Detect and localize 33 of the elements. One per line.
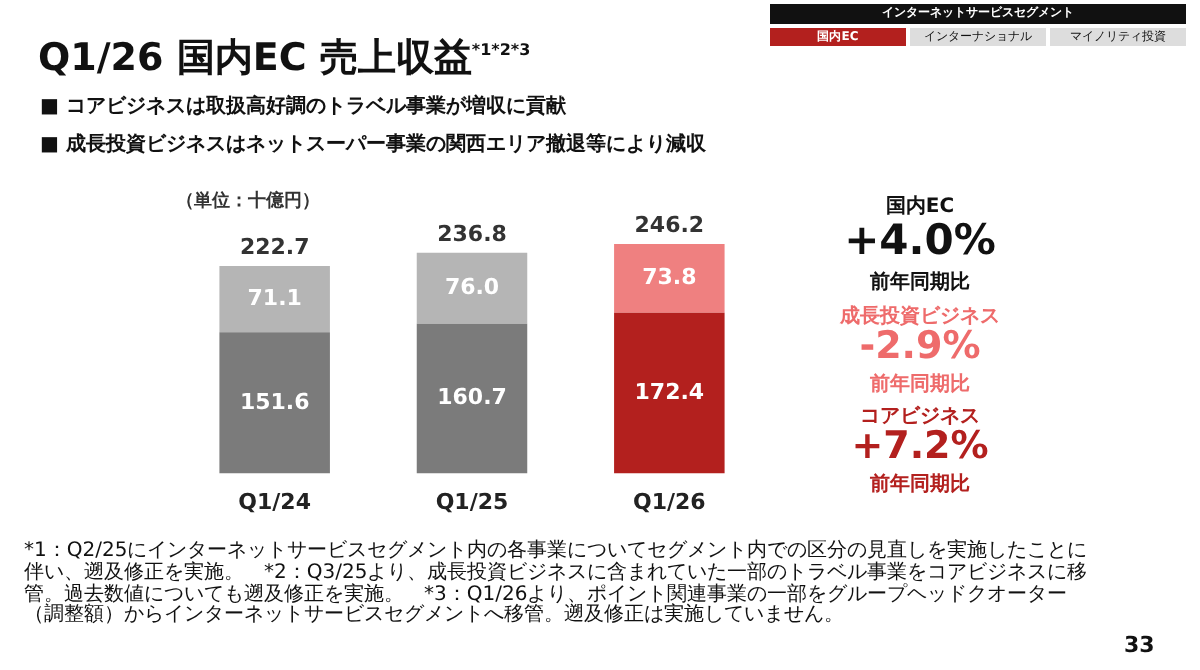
text: 前年同期比 <box>868 471 972 498</box>
total-label: 246.2 <box>634 211 705 238</box>
text: +4.0% <box>842 216 998 264</box>
text: -2.9% <box>859 324 983 368</box>
data-label: 160.7 <box>437 384 507 411</box>
data-label: 76.0 <box>444 274 500 301</box>
text: ■ 成長投資ビジネスはネットスーパー事業の関西エリア撤退等により減収 <box>40 131 706 158</box>
total-label: 222.7 <box>239 233 310 260</box>
data-label: 71.1 <box>247 284 302 311</box>
bar <box>614 312 725 474</box>
text: コアビジネス <box>858 403 982 429</box>
x-tick-label: Q1/24 <box>238 488 312 515</box>
text: +7.2% <box>849 424 991 468</box>
text: 前年同期比 <box>868 371 972 398</box>
data-label: 151.6 <box>239 388 311 415</box>
bar <box>614 244 725 313</box>
text: ■ コアビジネスは取扱高好調のトラベル事業が増収に貢献 <box>40 92 566 120</box>
bar <box>416 323 528 474</box>
data-label: 73.8 <box>642 264 697 291</box>
text: 前年同期比 <box>868 269 972 296</box>
bar <box>219 265 330 333</box>
total-label: 236.8 <box>437 220 507 247</box>
text: *1：Q2/25にインターネットサービスセグメント内の各事業についてセグメント内での区分の見直しを実施したことに伴い、遡及修正を実施。 *2：Q3/25より、成長投資ビジネスに含まれていた一部のトラベル事業をコアビジネスに移管。過去数値についても遡及修正を実施。 *3：Q1/26より、ポイント関連事業の一部をグループヘッドクオーター（調整額）からインターネットサービスセグメントへ移管。遡及修正は実施していません。 <box>24 540 1090 629</box>
x-tick-label: Q1/26 <box>632 488 707 515</box>
bar <box>219 332 330 474</box>
text: 33 <box>1124 632 1155 658</box>
text: （単位：十億円） <box>176 188 320 214</box>
bar <box>416 252 528 324</box>
text: 国内EC <box>883 193 957 220</box>
x-tick-label: Q1/25 <box>435 488 509 515</box>
text: 成長投資ビジネス <box>838 303 1002 329</box>
chart-title: Q1/26 国内EC 売上収益$^{*1*2*3}$ <box>38 34 531 84</box>
data-label: 172.4 <box>634 378 705 405</box>
